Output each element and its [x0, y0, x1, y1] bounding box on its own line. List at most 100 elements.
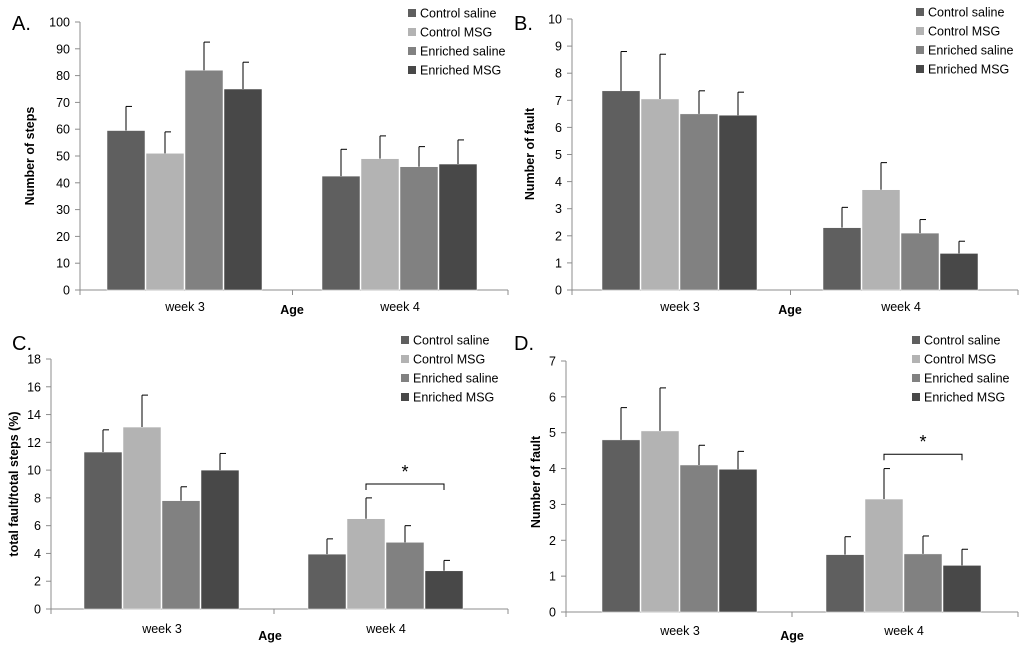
bar	[385, 542, 425, 610]
bar	[679, 113, 719, 291]
y-tick-label: 5	[549, 426, 556, 440]
bar	[184, 69, 224, 291]
legend-label: Control saline	[924, 334, 1000, 348]
bar	[942, 565, 982, 613]
y-tick-label: 8	[34, 491, 41, 505]
y-tick-label: 20	[56, 230, 70, 244]
y-tick-label: 1	[555, 256, 562, 270]
y-tick-label: 5	[555, 148, 562, 162]
bar	[861, 189, 901, 291]
chart-panel-d: D. 0 1 2 3 4 5 6 7 week 3 week 4 Age Number of fault…	[514, 333, 1019, 643]
x-tick-label: week 3	[164, 300, 205, 314]
y-tick-label: 4	[34, 547, 41, 561]
legend-swatch	[916, 65, 924, 73]
y-tick-label: 16	[27, 380, 41, 394]
x-tick-label: week 3	[659, 300, 700, 314]
y-tick-label: 10	[56, 257, 70, 271]
bar	[679, 464, 719, 613]
legend-label: Control MSG	[420, 26, 492, 40]
legend-swatch	[916, 46, 924, 54]
y-tick-label: 0	[34, 603, 41, 617]
y-tick-label: 7	[555, 94, 562, 108]
x-tick-label: week 4	[883, 624, 924, 638]
bar	[122, 426, 162, 610]
bar	[399, 166, 439, 291]
y-tick-label: 18	[27, 353, 41, 367]
y-axis-label: total fault/total steps (%)	[7, 411, 21, 556]
x-tick-label: week 4	[880, 300, 921, 314]
bar	[161, 500, 201, 610]
y-tick-label: 2	[34, 575, 41, 589]
bar	[601, 439, 641, 613]
y-tick-label: 0	[555, 284, 562, 298]
chart-panel-a: A. 0 10 20 30 40 50 60 70 80 90 100 week 3 week 4 Age N…	[12, 7, 509, 317]
legend-label: Control saline	[928, 6, 1004, 20]
legend-label: Enriched saline	[420, 45, 506, 59]
bar	[718, 114, 758, 291]
legend-swatch	[401, 374, 409, 382]
y-tick-label: 50	[56, 150, 70, 164]
y-axis-label: Number of fault	[523, 107, 537, 200]
y-tick-label: 3	[549, 498, 556, 512]
y-tick-label: 90	[56, 42, 70, 56]
bar	[601, 90, 641, 291]
y-tick-label: 100	[49, 16, 70, 30]
y-tick-label: 4	[549, 462, 556, 476]
chart-panel-c: C. 0 2 4 6 8 10 12 14 16 18 week 3 week 4 Age total fa…	[7, 333, 509, 643]
panel-label: D.	[514, 333, 534, 355]
y-tick-label: 6	[555, 121, 562, 135]
bar	[822, 227, 862, 291]
y-tick-label: 10	[548, 13, 562, 27]
y-tick-label: 0	[549, 606, 556, 620]
y-tick-label: 8	[555, 67, 562, 81]
bar	[640, 98, 680, 291]
y-tick-label: 14	[27, 408, 41, 422]
panel-label: B.	[514, 13, 533, 35]
panel-label: C.	[12, 333, 32, 355]
y-tick-label: 10	[27, 464, 41, 478]
legend-swatch	[916, 27, 924, 35]
legend-swatch	[401, 393, 409, 401]
x-axis-label: Age	[280, 303, 304, 317]
bar	[360, 158, 400, 291]
bar	[200, 469, 240, 610]
bar	[145, 153, 185, 291]
bar	[939, 253, 979, 291]
bar	[223, 88, 263, 291]
legend-label: Enriched saline	[928, 44, 1014, 58]
bar	[900, 232, 940, 291]
legend-swatch	[408, 66, 416, 74]
legend-label: Enriched MSG	[928, 63, 1009, 77]
y-tick-label: 80	[56, 69, 70, 83]
y-axis-label: Number of steps	[23, 107, 37, 206]
x-tick-label: week 4	[365, 622, 406, 636]
y-tick-label: 6	[34, 519, 41, 533]
legend-swatch	[401, 355, 409, 363]
significance-star: *	[401, 462, 408, 482]
legend-label: Enriched saline	[924, 372, 1010, 386]
x-axis-label: Age	[778, 303, 802, 317]
legend: Control saline Control MSG Enriched saline…	[916, 6, 1014, 77]
legend-label: Enriched MSG	[413, 391, 494, 405]
legend-swatch	[408, 9, 416, 17]
legend: Control saline Control MSG Enriched saline…	[912, 334, 1010, 405]
y-tick-label: 30	[56, 203, 70, 217]
y-tick-label: 40	[56, 176, 70, 190]
x-tick-label: week 3	[141, 622, 182, 636]
panel-label: A.	[12, 13, 31, 35]
legend-swatch	[401, 336, 409, 344]
legend-swatch	[408, 47, 416, 55]
legend-label: Control MSG	[924, 353, 996, 367]
y-tick-label: 0	[63, 284, 70, 298]
chart-panel-b: B. 0 1 2 3 4 5 6 7 8 9 10 week 3 week 4 Age Number of f…	[514, 6, 1019, 317]
legend-swatch	[916, 8, 924, 16]
bar	[640, 430, 680, 613]
y-tick-label: 1	[549, 570, 556, 584]
bar	[346, 518, 386, 610]
x-tick-label: week 4	[379, 300, 420, 314]
x-axis-label: Age	[780, 629, 804, 643]
bar	[106, 130, 146, 291]
y-axis-label: Number of fault	[529, 435, 543, 528]
legend-label: Control MSG	[928, 25, 1000, 39]
y-tick-label: 7	[549, 355, 556, 369]
